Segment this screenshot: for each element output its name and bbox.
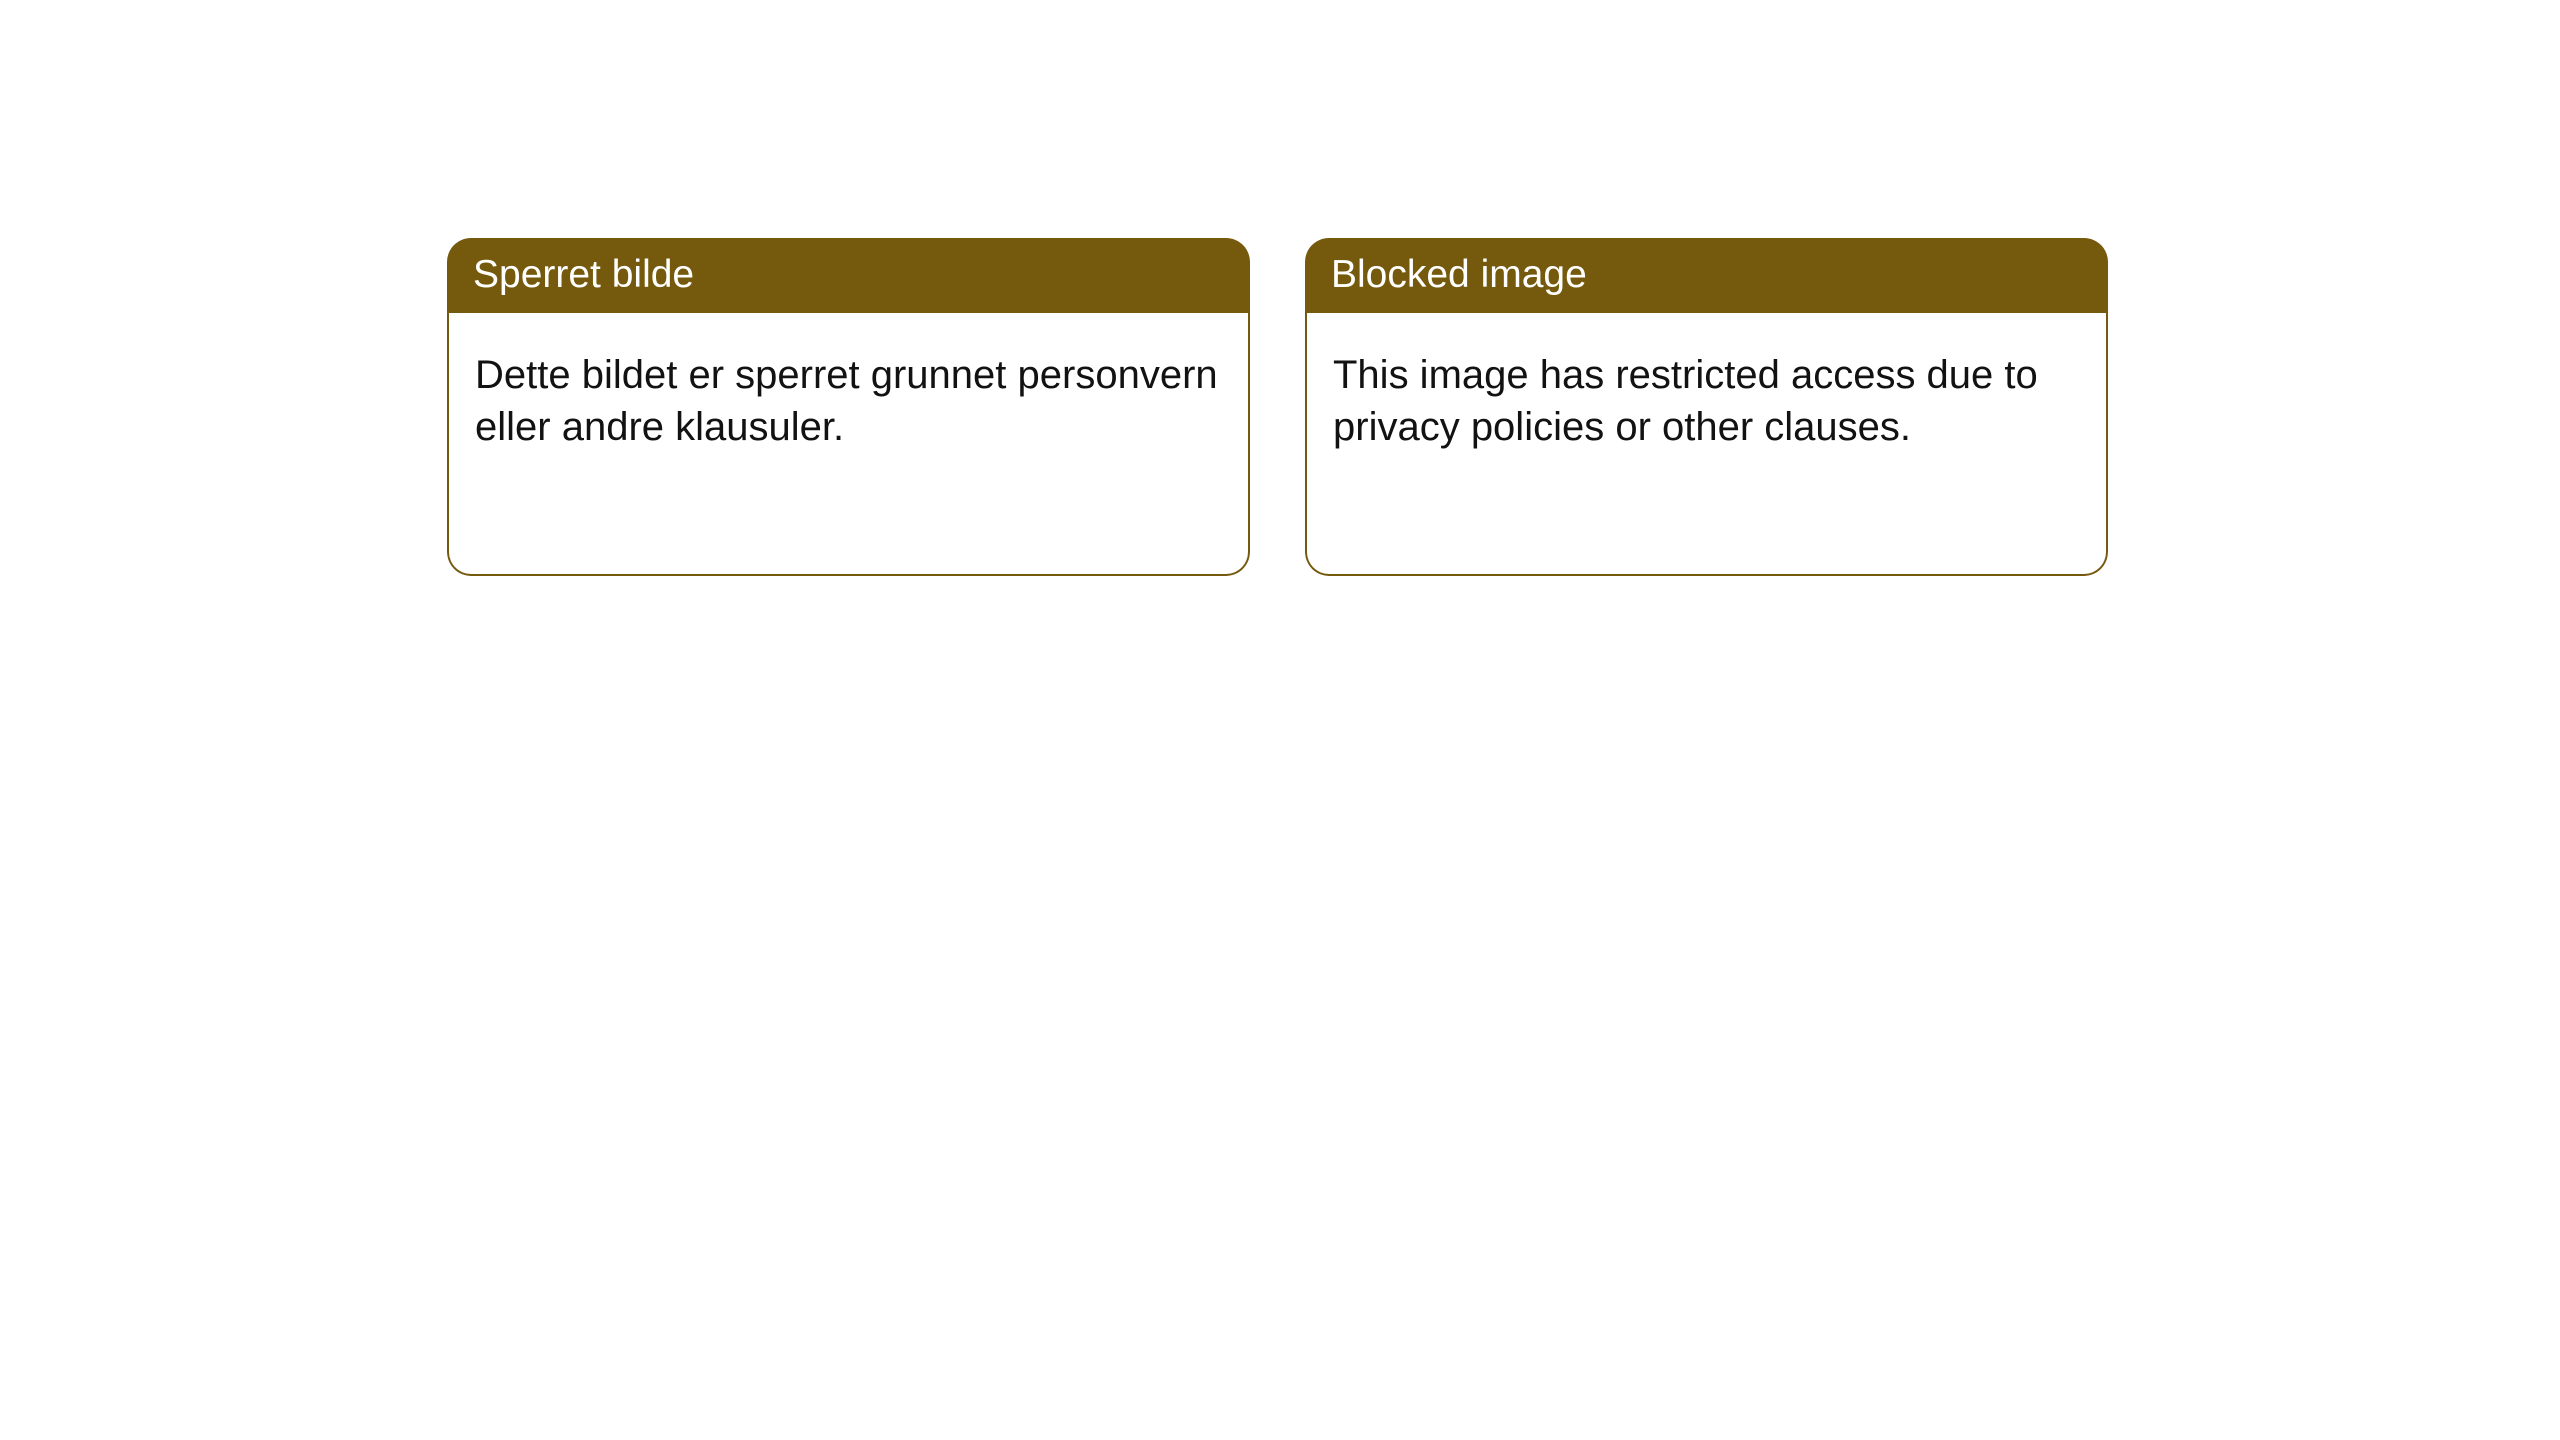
notice-header-english: Blocked image — [1305, 238, 2108, 313]
notice-card-english: Blocked image This image has restricted … — [1305, 238, 2108, 576]
notice-card-norwegian: Sperret bilde Dette bildet er sperret gr… — [447, 238, 1250, 576]
notice-body-english: This image has restricted access due to … — [1305, 313, 2108, 576]
notice-container: Sperret bilde Dette bildet er sperret gr… — [447, 238, 2108, 576]
notice-body-norwegian: Dette bildet er sperret grunnet personve… — [447, 313, 1250, 576]
notice-header-norwegian: Sperret bilde — [447, 238, 1250, 313]
